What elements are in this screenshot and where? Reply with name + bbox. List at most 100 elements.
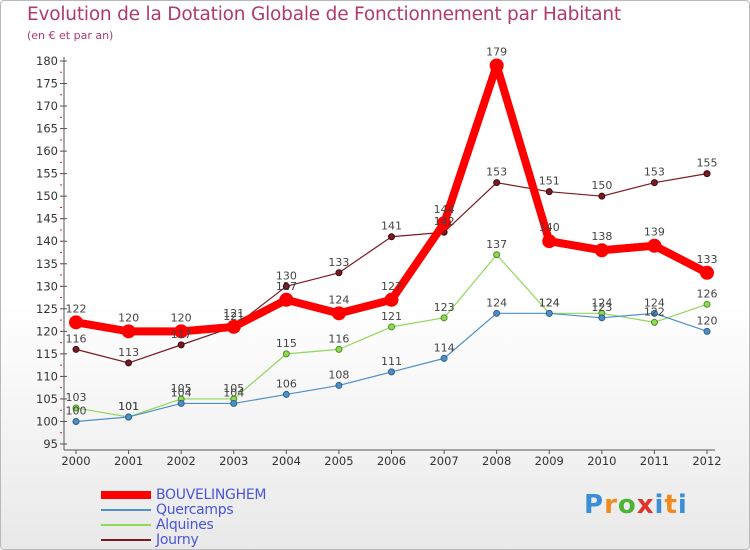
data-label: 124 [539, 296, 560, 309]
data-point [388, 233, 395, 241]
y-tick-label: 170 [36, 99, 58, 113]
data-point [650, 309, 658, 317]
y-tick-label: 135 [36, 257, 58, 271]
data-label: 140 [539, 221, 560, 234]
data-point [493, 309, 501, 317]
data-label: 139 [644, 226, 665, 239]
data-label: 108 [328, 368, 349, 381]
data-point [388, 323, 395, 331]
data-point [493, 179, 501, 187]
data-point [72, 345, 80, 353]
data-point [700, 265, 714, 280]
data-label: 150 [591, 179, 612, 192]
data-label: 122 [644, 305, 665, 318]
y-tick-label: 100 [36, 414, 58, 428]
data-point [331, 306, 346, 321]
legend-swatch [101, 509, 151, 511]
data-label: 124 [486, 296, 507, 309]
y-tick-label: 145 [36, 212, 58, 226]
data-point [594, 243, 609, 258]
data-label: 103 [66, 391, 87, 404]
data-label: 153 [486, 166, 507, 179]
data-labels-layer: 116 113 117 121 130 133 141 142 153 151 150 153 155 1… [66, 46, 718, 418]
y-tick-label: 130 [36, 279, 58, 293]
data-point [598, 192, 606, 200]
x-tick-label: 2007 [429, 454, 458, 468]
data-label: 138 [591, 230, 612, 243]
data-point [335, 381, 343, 389]
data-point [650, 179, 658, 187]
data-label: 117 [171, 328, 192, 341]
legend-label: Alquines [156, 517, 214, 533]
data-label: 153 [644, 166, 665, 179]
y-tick-label: 95 [43, 437, 58, 451]
data-label: 124 [644, 296, 665, 309]
data-label: 121 [223, 310, 244, 323]
data-point [489, 58, 504, 73]
axes: 95 100 105 110 115 120 125 130 135 140 145 150 155 16… [36, 54, 722, 468]
y-tick-label: 110 [36, 369, 58, 383]
data-label: 111 [381, 355, 402, 368]
data-label: 121 [223, 307, 244, 320]
y-tick-label: 175 [36, 77, 58, 91]
data-label: 114 [434, 341, 455, 354]
data-point [282, 282, 290, 290]
x-tick-label: 2011 [640, 454, 669, 468]
data-label: 104 [223, 386, 244, 399]
y-tick-label: 165 [36, 122, 58, 136]
data-point [598, 314, 606, 322]
data-label: 124 [591, 296, 612, 309]
data-point [335, 269, 343, 277]
data-label: 120 [118, 311, 139, 324]
data-label: 100 [66, 404, 87, 417]
data-label: 116 [66, 332, 87, 345]
y-tick-label: 125 [36, 302, 58, 316]
data-label: 101 [118, 400, 139, 413]
chart-title: Evolution de la Dotation Globale de Fonc… [27, 4, 621, 25]
data-point [335, 345, 343, 353]
legend-label: Quercamps [156, 502, 234, 518]
legend-label: BOUVELINGHEM [156, 487, 267, 503]
data-label: 142 [434, 215, 455, 228]
data-label: 124 [328, 293, 349, 306]
data-label: 123 [591, 301, 612, 314]
x-tick-label: 2003 [219, 454, 248, 468]
y-tick-label: 120 [36, 324, 58, 338]
data-point [703, 327, 711, 335]
y-tick-label: 150 [36, 189, 58, 203]
data-label: 151 [539, 175, 560, 188]
x-tick-label: 2004 [272, 454, 301, 468]
data-point [177, 341, 185, 349]
x-tick-label: 2002 [167, 454, 196, 468]
proxiti-logo: Proxiti [584, 490, 688, 520]
data-point [121, 324, 136, 339]
data-label: 115 [276, 337, 297, 350]
data-point [545, 309, 553, 317]
legend-label: Journy [156, 532, 199, 548]
data-label: 123 [434, 301, 455, 314]
x-tick-label: 2010 [587, 454, 616, 468]
data-point [230, 399, 238, 407]
data-point [440, 314, 448, 322]
legend-swatch [101, 539, 151, 541]
data-point [125, 413, 133, 421]
data-point [279, 292, 294, 307]
data-point [174, 324, 189, 339]
x-tick-label: 2009 [535, 454, 564, 468]
data-label: 127 [276, 280, 297, 293]
y-tick-label: 160 [36, 144, 58, 158]
data-point [282, 350, 290, 358]
data-label: 120 [171, 311, 192, 324]
data-point [69, 315, 83, 330]
data-label: 127 [381, 280, 402, 293]
series-layer [69, 58, 714, 425]
data-label: 155 [697, 157, 718, 170]
x-tick-label: 2006 [377, 454, 406, 468]
data-point [72, 404, 80, 412]
data-point [545, 188, 553, 196]
series-journy [72, 170, 711, 367]
y-tick-label: 155 [36, 167, 58, 181]
data-label: 133 [328, 256, 349, 269]
data-label: 133 [697, 253, 718, 266]
